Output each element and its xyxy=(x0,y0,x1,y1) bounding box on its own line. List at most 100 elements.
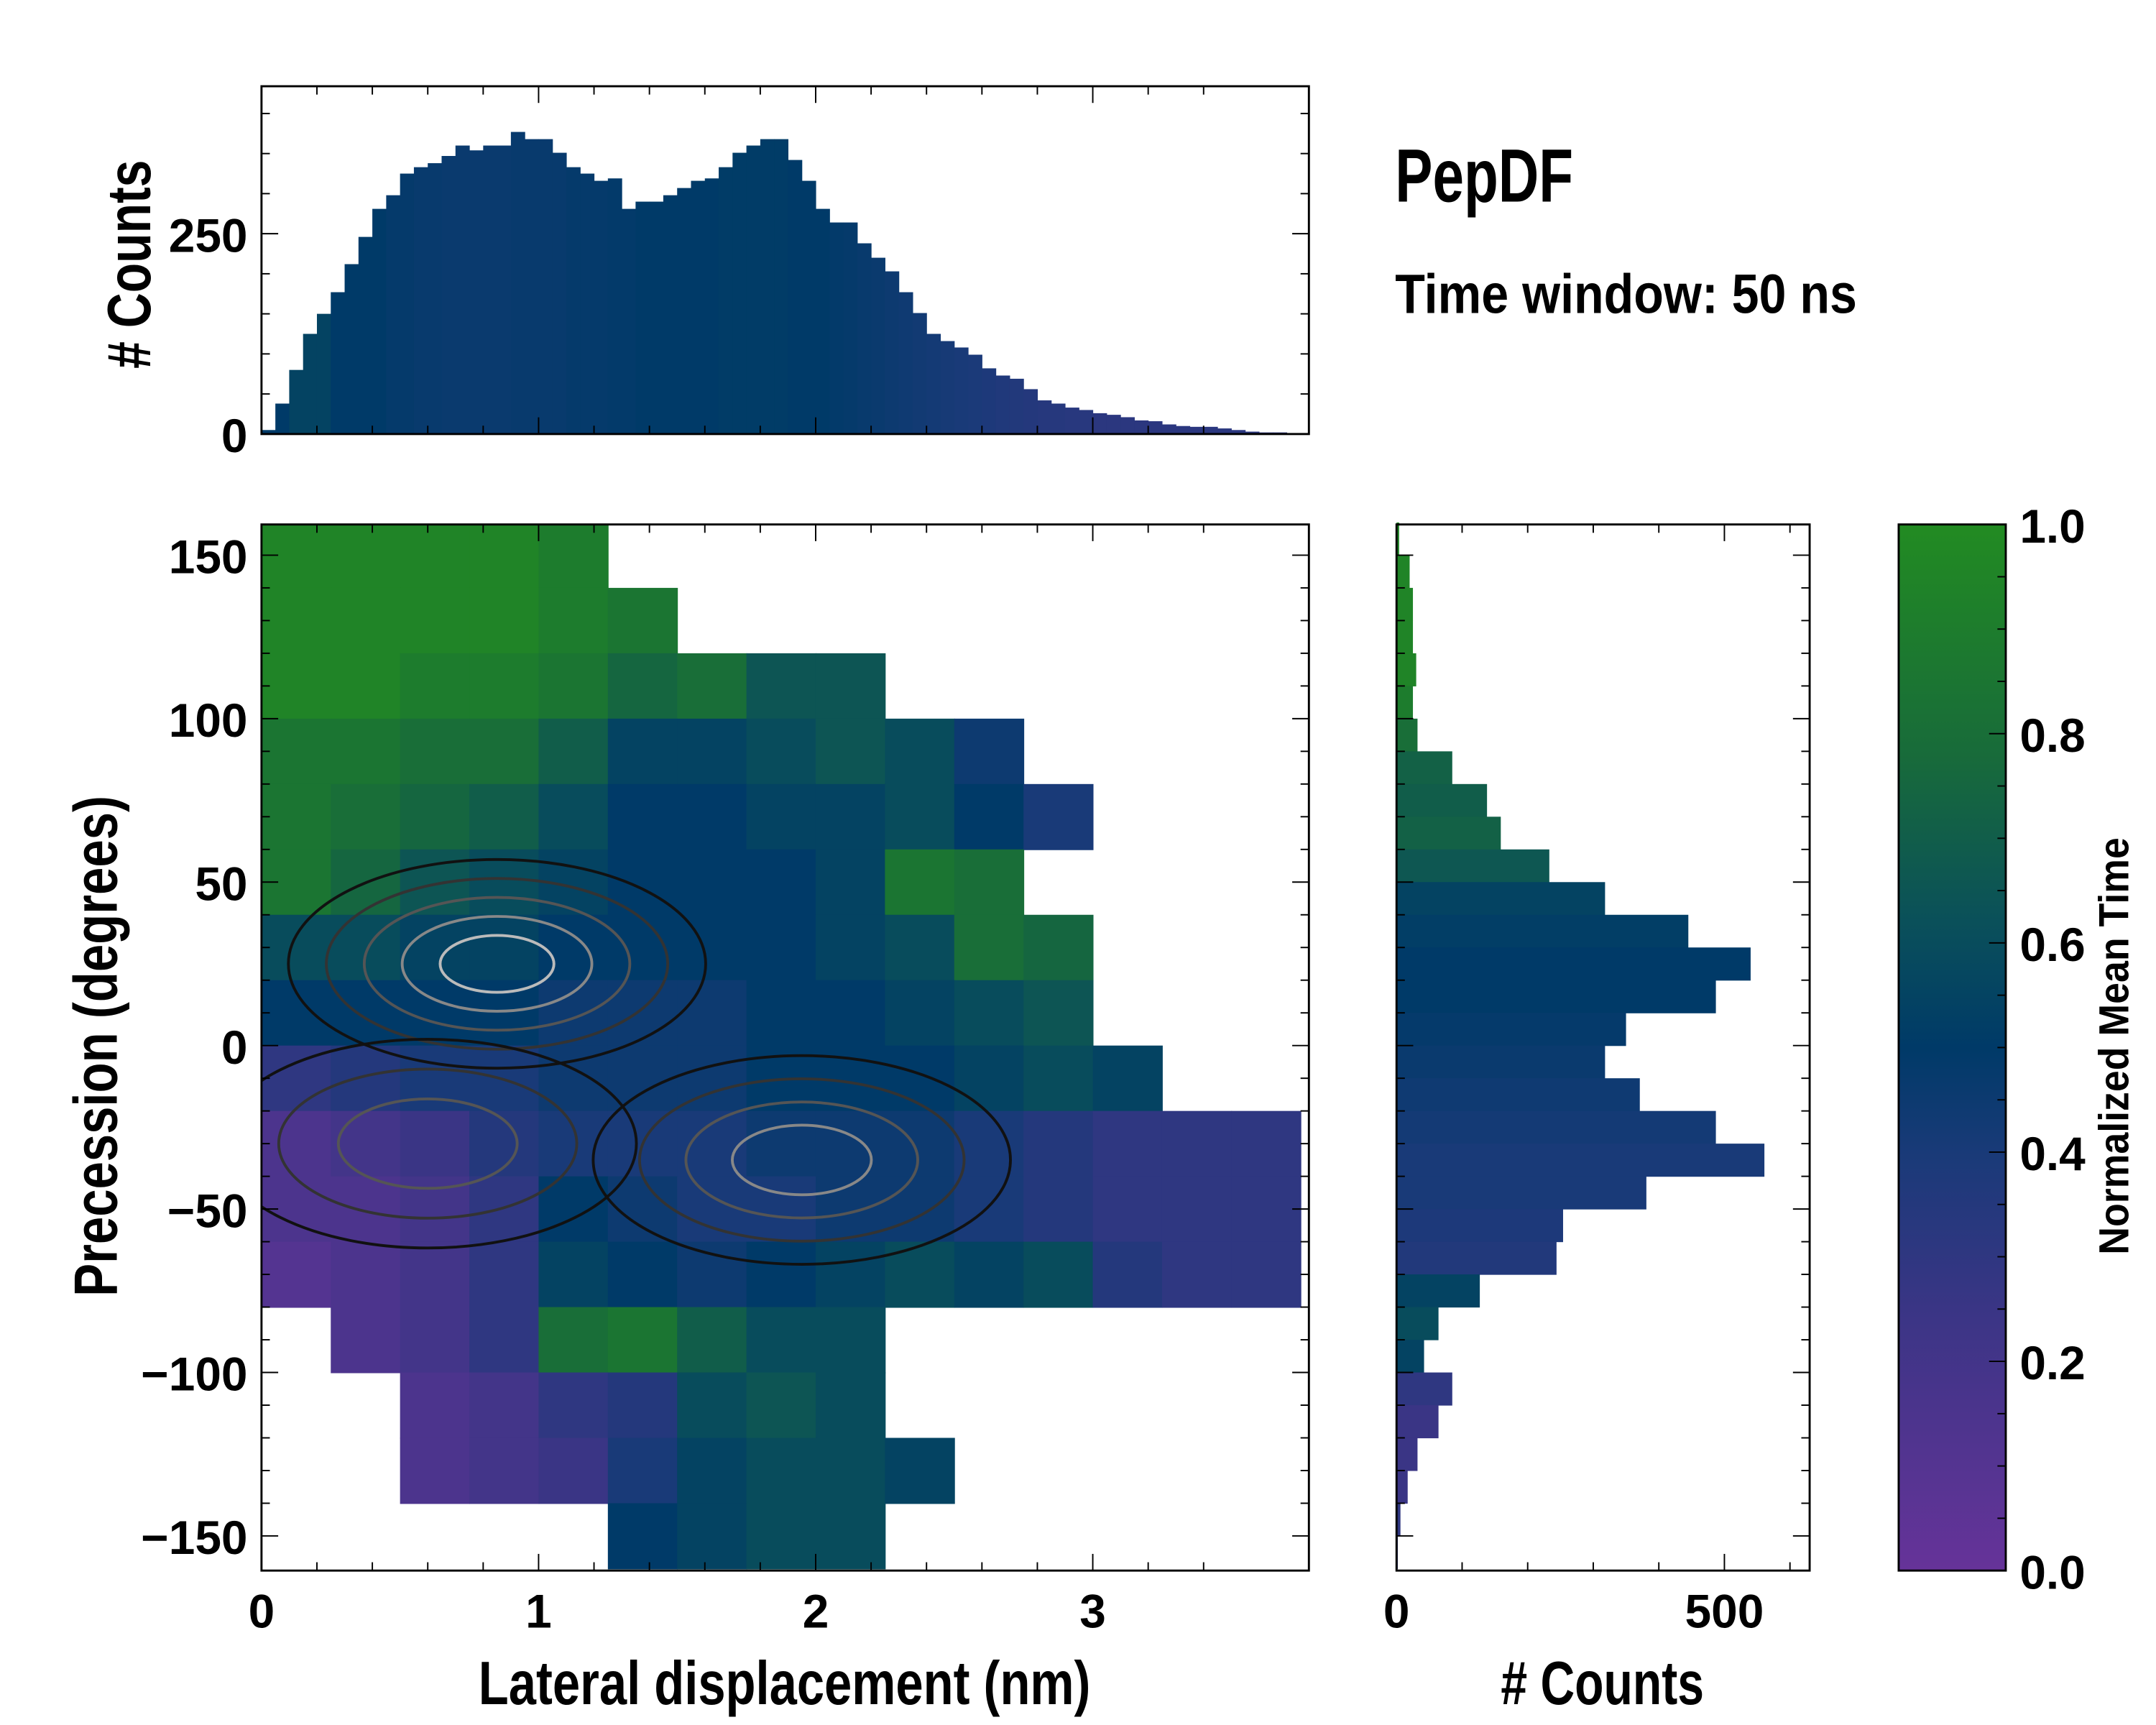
top-hist-bar xyxy=(982,368,997,434)
right-hist-bar xyxy=(1396,686,1414,719)
heatmap-cell xyxy=(885,1045,955,1112)
top-hist-bar xyxy=(580,173,595,434)
heatmap-cell xyxy=(1023,1241,1094,1308)
heatmap-cell xyxy=(607,1503,678,1570)
right-hist-bar xyxy=(1396,1372,1452,1406)
right-x-tick-label: 0 xyxy=(1383,1585,1410,1638)
density-contour xyxy=(287,857,707,1070)
right-hist-bar xyxy=(1396,718,1418,752)
heatmap-cell xyxy=(677,653,747,719)
main-x-axis-label: Lateral displacement (nm) xyxy=(479,1650,1091,1718)
right-hist-bar xyxy=(1396,1013,1626,1046)
heatmap-cell xyxy=(954,783,1025,850)
main-y-tick-label: −50 xyxy=(167,1184,248,1237)
top-hist-bar xyxy=(455,145,470,434)
heatmap-cell xyxy=(331,587,401,654)
main-y-tick-label: 100 xyxy=(169,694,248,747)
heatmap-cell xyxy=(469,587,540,654)
top-hist-bar xyxy=(400,173,415,434)
heatmap-cell xyxy=(677,980,747,1046)
right-hist-bar xyxy=(1396,653,1416,686)
heatmap-cell xyxy=(331,1241,401,1308)
heatmap-cell xyxy=(815,1241,886,1308)
heatmap-cell xyxy=(331,1110,401,1177)
heatmap-cell xyxy=(677,718,747,785)
right-hist-bar xyxy=(1396,1078,1640,1112)
top-hist-bar xyxy=(1203,426,1218,434)
right-hist-bar xyxy=(1396,751,1452,785)
top-hist-bar xyxy=(372,208,387,434)
top-y-axis-label: # Counts xyxy=(96,160,164,369)
heatmap-cell xyxy=(538,1438,609,1504)
heatmap-cell xyxy=(261,653,332,719)
right-hist-bar xyxy=(1396,1340,1424,1374)
main-y-axis-label: Precession (degrees) xyxy=(63,796,131,1297)
top-hist-bar xyxy=(926,334,941,434)
top-hist-bar xyxy=(1051,403,1066,434)
heatmap-cell xyxy=(261,587,332,654)
right-hist-bar xyxy=(1396,1045,1606,1079)
heatmap-cell xyxy=(815,1438,886,1504)
heatmap-cell xyxy=(469,524,540,589)
heatmap-cell xyxy=(538,783,609,850)
heatmap-cell xyxy=(400,1307,471,1374)
heatmap-cell xyxy=(1161,1241,1233,1308)
top-axes-frame xyxy=(260,85,1310,436)
heatmap-cell xyxy=(469,1438,540,1504)
heatmap-cell xyxy=(607,1438,678,1504)
top-hist-bar xyxy=(428,163,443,434)
heatmap-cell xyxy=(815,849,886,916)
heatmap-cell xyxy=(746,1110,816,1177)
top-hist-bar xyxy=(1009,378,1024,434)
heatmap-cell xyxy=(538,1372,609,1439)
main-y-tick-label: 0 xyxy=(221,1021,248,1074)
heatmap-cell xyxy=(400,718,471,785)
main-axes-frame xyxy=(260,523,1310,1572)
right-hist-bar xyxy=(1396,783,1488,817)
density-contour xyxy=(684,1100,919,1220)
main-y-tick-label: 50 xyxy=(195,857,247,910)
heatmap-cell xyxy=(607,718,678,785)
heatmap-cell xyxy=(677,1176,747,1243)
heatmap-cell xyxy=(331,1176,401,1243)
right-hist-bar xyxy=(1396,980,1716,1013)
top-hist-bar xyxy=(704,178,719,434)
heatmap-cell xyxy=(815,1372,886,1439)
figure-title: PepDF xyxy=(1395,134,1573,218)
right-hist-bar xyxy=(1396,1144,1765,1177)
heatmap-cell xyxy=(469,653,540,719)
heatmap-cell xyxy=(954,1110,1025,1177)
right-x-tick-label: 500 xyxy=(1685,1585,1764,1638)
heatmap-cell xyxy=(746,1503,816,1570)
heatmap-cell xyxy=(1231,1110,1302,1177)
heatmap-cell xyxy=(331,783,401,850)
heatmap-cell xyxy=(677,914,747,981)
top-hist-bar xyxy=(1064,408,1079,434)
colorbar-tick-label: 0.4 xyxy=(2019,1127,2086,1180)
right-hist-bar xyxy=(1396,1470,1408,1504)
heatmap-cell xyxy=(954,849,1025,916)
top-hist-bar xyxy=(815,208,830,434)
heatmap-cell xyxy=(538,524,609,589)
top-hist-bar xyxy=(898,292,913,434)
top-hist-bar xyxy=(843,222,858,434)
heatmap-cell xyxy=(331,524,401,589)
top-hist-bar xyxy=(386,195,401,434)
heatmap-cell xyxy=(815,718,886,785)
heatmap-cell xyxy=(746,849,816,916)
colorbar: 0.0 0.2 0.4 0.6 0.8 1.0 Normalized Mean Time xyxy=(1897,500,2137,1598)
heatmap-cell xyxy=(746,1241,816,1308)
top-hist-bar xyxy=(635,201,650,434)
top-hist-bar xyxy=(940,341,955,434)
heatmap-cell xyxy=(331,653,401,719)
top-hist-bar xyxy=(1176,426,1191,434)
top-hist-bar xyxy=(261,430,276,434)
top-hist-bar xyxy=(1161,424,1176,434)
heatmap-cell xyxy=(331,980,401,1046)
right-hist-bar xyxy=(1396,587,1414,621)
heatmap-cell xyxy=(885,783,955,850)
heatmap-cell xyxy=(885,1241,955,1308)
top-hist-bar xyxy=(566,167,581,434)
heatmap-cell xyxy=(746,980,816,1046)
heatmap-cell xyxy=(538,1307,609,1374)
